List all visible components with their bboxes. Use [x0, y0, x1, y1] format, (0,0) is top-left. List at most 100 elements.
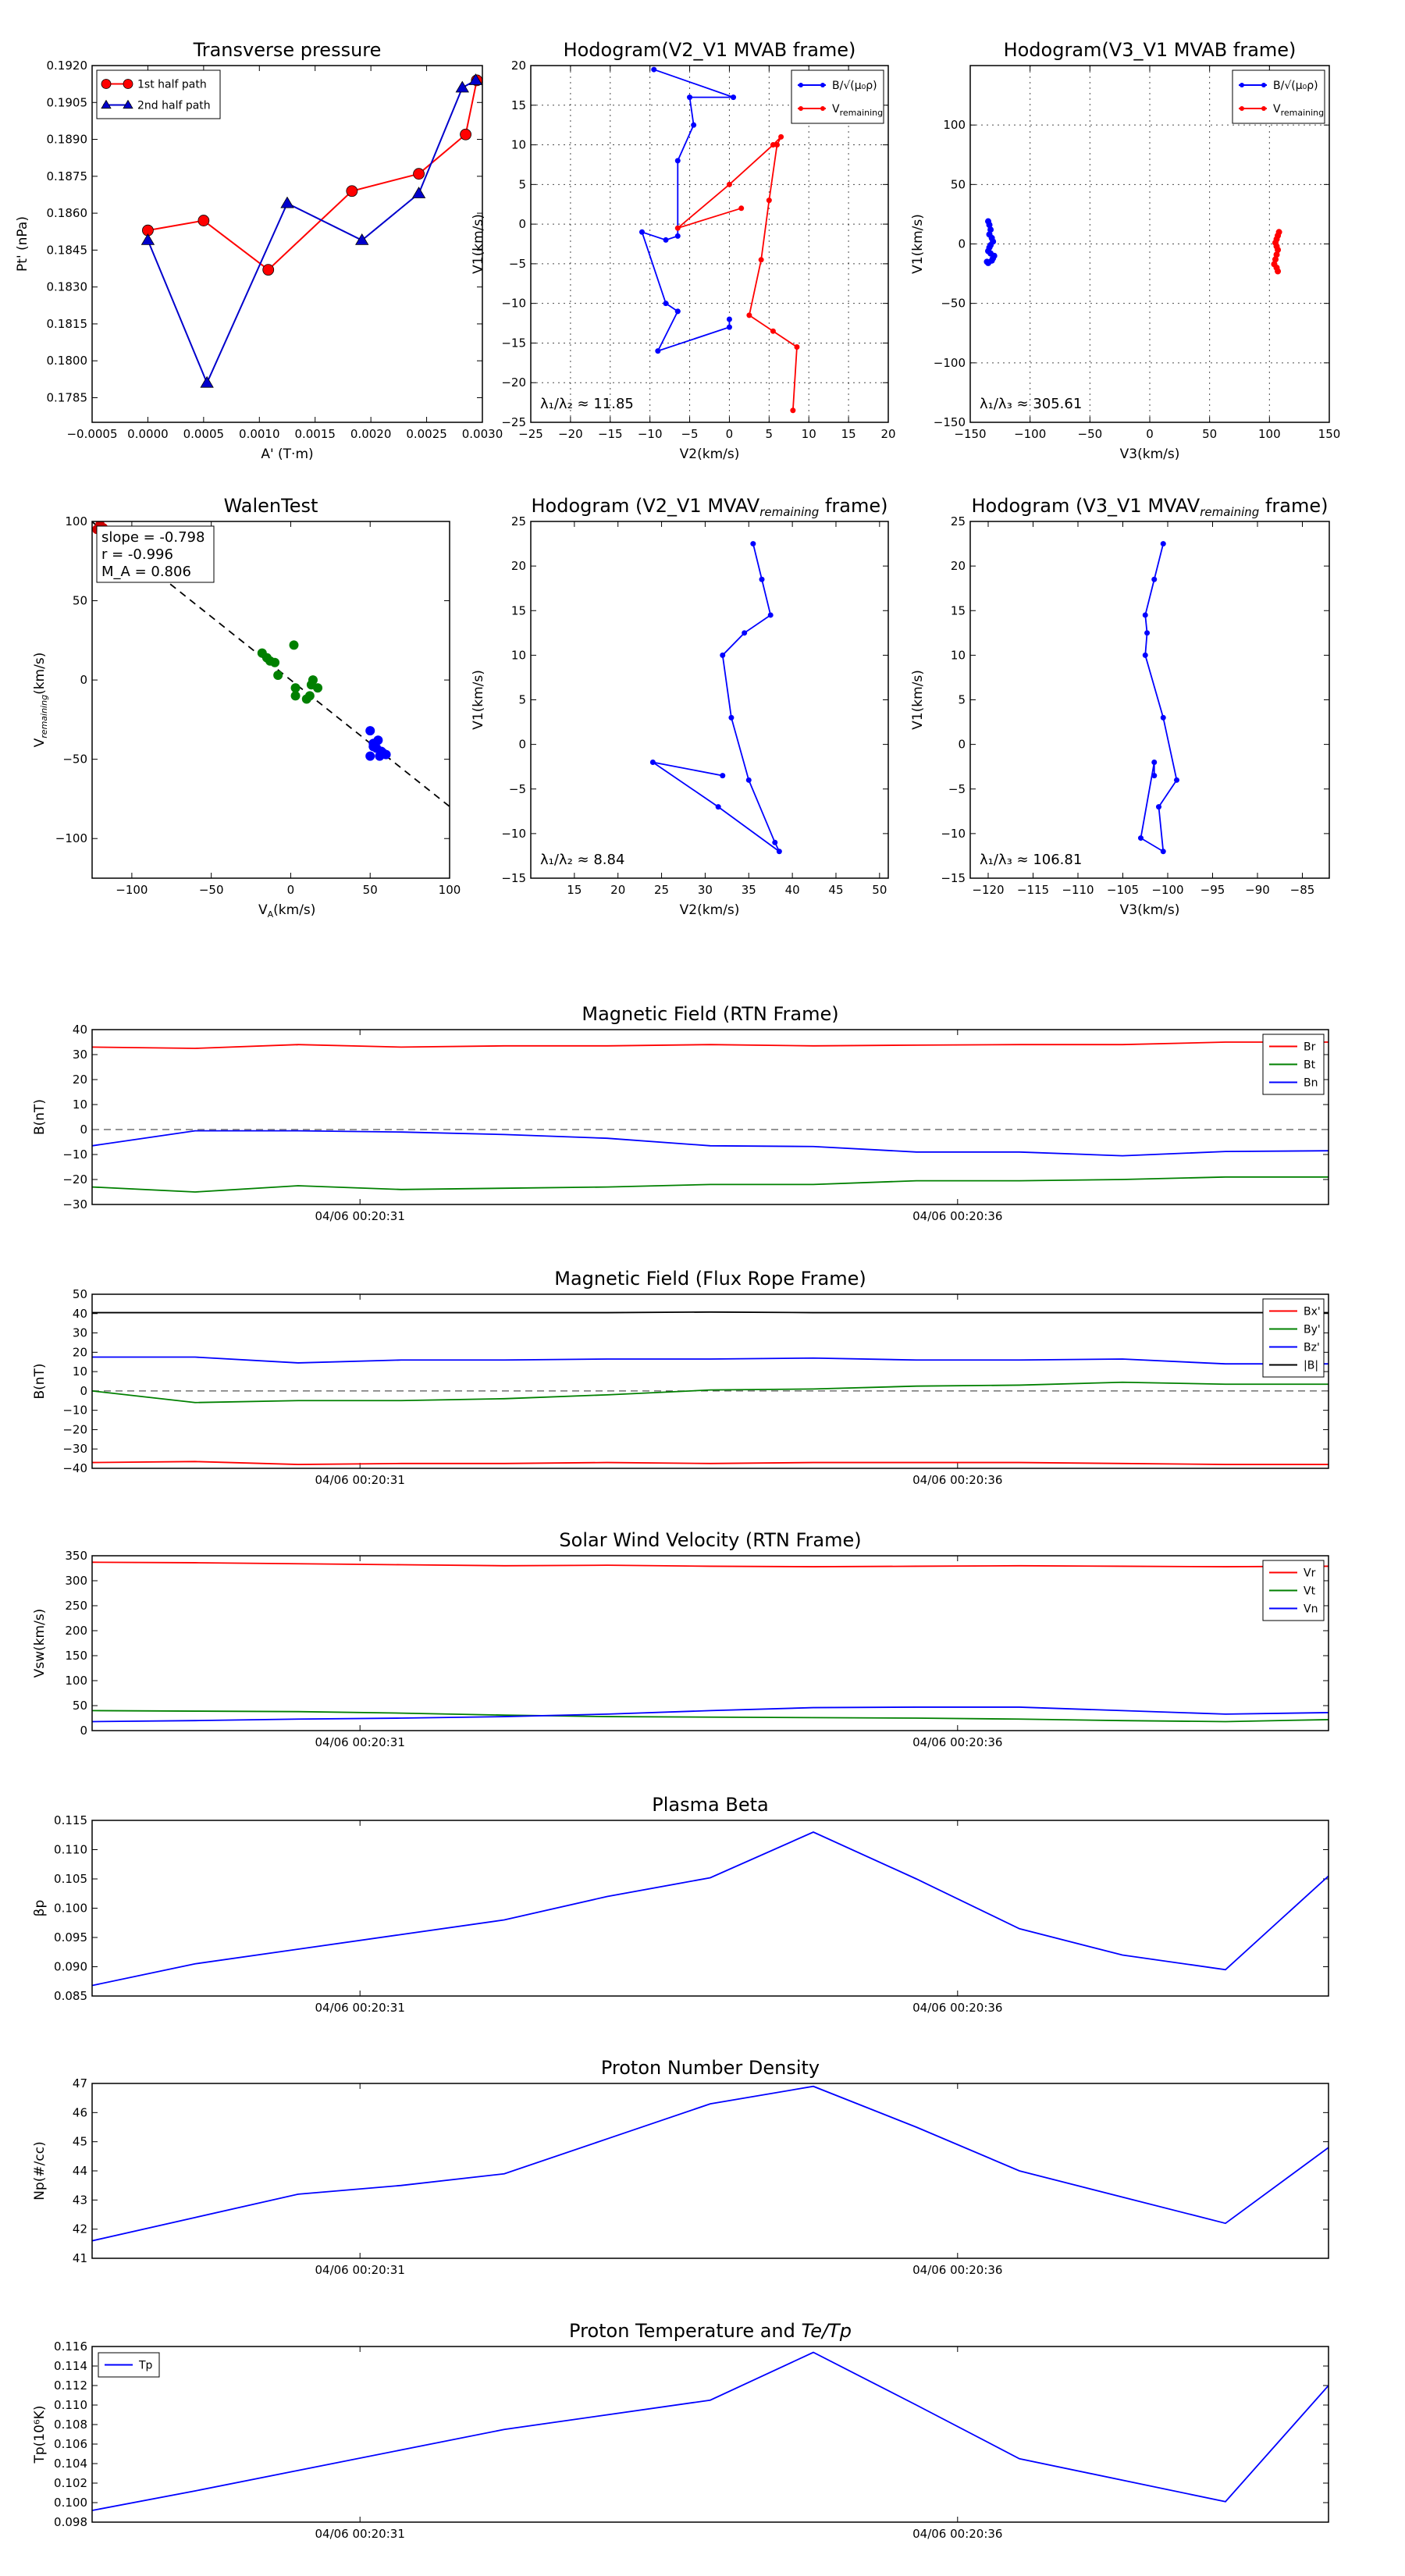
- y-tick-label: −100: [934, 356, 966, 370]
- data-point: [674, 233, 681, 239]
- x-tick-label: 04/06 00:20:36: [912, 2263, 1002, 2277]
- data-point: [1142, 652, 1148, 658]
- axes-frame: [91, 1293, 1329, 1469]
- legend-label: Bx': [1304, 1306, 1321, 1318]
- y-tick-label: 0.1875: [47, 169, 88, 183]
- x-axis-label: V3(km/s): [1120, 447, 1180, 462]
- data-point: [1142, 612, 1148, 618]
- x-tick-label: 35: [742, 883, 756, 897]
- y-tick-label: 0: [80, 1384, 87, 1398]
- legend-label: By': [1304, 1324, 1321, 1336]
- data-point: [1151, 576, 1158, 582]
- legend-label: 2nd half path: [137, 100, 211, 112]
- y-tick-label: −10: [62, 1147, 87, 1162]
- walen-stat: r = -0.996: [101, 546, 173, 563]
- axes-frame: [91, 2346, 1329, 2523]
- y-tick-label: 43: [73, 2193, 87, 2207]
- data-point: [1151, 759, 1158, 765]
- series-line-Np: [92, 2085, 1329, 2242]
- y-tick-label: 40: [73, 1023, 87, 1037]
- y-tick-label: 0.100: [54, 2496, 87, 2510]
- legend-dot: [1240, 106, 1244, 111]
- y-tick-label: 0.114: [54, 2359, 87, 2373]
- y-tick-label: −50: [941, 297, 966, 311]
- data-point: [770, 142, 776, 148]
- data-point: [460, 128, 471, 141]
- x-tick-label: −50: [199, 883, 224, 897]
- x-tick-label: −100: [1014, 427, 1046, 441]
- y-tick-label: 25: [511, 514, 526, 528]
- x-tick-label: −105: [1107, 883, 1139, 897]
- plot-area: [92, 1311, 1329, 1465]
- data-point: [767, 612, 774, 618]
- data-point: [770, 328, 776, 334]
- chart-solar-wind-velocity: 04/06 00:20:31 04/06 00:20:36 0 50 100 150 200…: [32, 1529, 1329, 1749]
- y-tick-label: 0: [958, 738, 966, 752]
- data-point: [759, 576, 765, 582]
- data-point: [290, 691, 301, 701]
- data-point: [778, 133, 784, 140]
- y-axis-label: Vsw(km/s): [32, 1609, 48, 1678]
- data-point: [726, 181, 732, 187]
- y-tick-label: 20: [73, 1345, 87, 1359]
- data-point: [280, 196, 294, 208]
- y-tick-label: 250: [65, 1599, 87, 1613]
- data-point: [346, 185, 358, 197]
- chart-hodogram-v2v1-mvab: −25 −20 −15 −10 −5 0 5 10 15 20 −25 −20 −15 −10 −5 0 5 10…: [471, 39, 896, 462]
- x-tick-label: 15: [841, 427, 856, 441]
- chart-proton-temperature: 04/06 00:20:31 04/06 00:20:36 0.098 0.100 0.…: [32, 2320, 1329, 2541]
- axes-frame: [530, 521, 889, 879]
- x-tick-label: 0.0005: [183, 427, 225, 441]
- axes-frame: [91, 521, 450, 879]
- series-line-Tp: [92, 2351, 1329, 2511]
- y-tick-label: 100: [943, 118, 966, 132]
- series-line-Vn: [92, 1706, 1329, 1723]
- y-tick-label: 50: [73, 1287, 87, 1301]
- legend-label: Bt: [1304, 1059, 1316, 1072]
- y-tick-label: −10: [62, 1404, 87, 1418]
- data-point: [455, 80, 469, 93]
- y-tick-label: 300: [65, 1574, 87, 1588]
- data-point: [304, 691, 315, 701]
- data-point: [1156, 804, 1161, 810]
- x-tick-label: 0: [287, 883, 295, 897]
- legend-label: Vt: [1304, 1585, 1316, 1598]
- y-tick-label: −30: [62, 1197, 87, 1212]
- series-line: [1140, 543, 1178, 853]
- legend-label: |B|: [1304, 1360, 1318, 1372]
- legend-label: Bz': [1304, 1342, 1320, 1354]
- data-point: [986, 222, 993, 229]
- y-tick-label: 150: [65, 1649, 87, 1663]
- series-line-Vt: [92, 1710, 1329, 1723]
- y-tick-label: −15: [501, 871, 526, 885]
- data-point: [663, 237, 669, 243]
- legend-dot: [799, 106, 803, 111]
- y-tick-label: 44: [73, 2164, 87, 2178]
- legend-dot: [1261, 83, 1266, 87]
- data-point: [306, 680, 316, 690]
- x-tick-label: 10: [802, 427, 816, 441]
- data-point: [726, 316, 732, 322]
- y-tick-label: 10: [73, 1098, 87, 1112]
- chart-magnetic-field-rtn: 04/06 00:20:31 04/06 00:20:36 −30 −20 −10 0 10…: [32, 1003, 1329, 1223]
- y-tick-label: −15: [501, 336, 526, 350]
- data-point: [776, 849, 782, 855]
- y-tick-label: 0: [80, 1123, 87, 1137]
- walen-stats-box: [96, 525, 215, 583]
- y-tick-label: 45: [73, 2135, 87, 2149]
- y-tick-label: 15: [511, 98, 526, 112]
- x-tick-label: 04/06 00:20:36: [912, 1209, 1002, 1223]
- x-tick-label: 150: [1318, 427, 1341, 441]
- y-tick-label: 20: [511, 59, 526, 73]
- data-point: [101, 99, 112, 109]
- x-axis-label: V3(km/s): [1120, 902, 1180, 918]
- data-point: [687, 94, 693, 101]
- data-point: [720, 652, 726, 658]
- y-axis-label: Vremaining(km/s): [32, 653, 49, 748]
- y-axis-label: V1(km/s): [910, 214, 926, 274]
- legend-label: 1st half path: [137, 79, 207, 91]
- y-tick-label: 0: [958, 237, 966, 251]
- data-point: [651, 66, 657, 73]
- x-tick-label: 04/06 00:20:31: [315, 2527, 405, 2541]
